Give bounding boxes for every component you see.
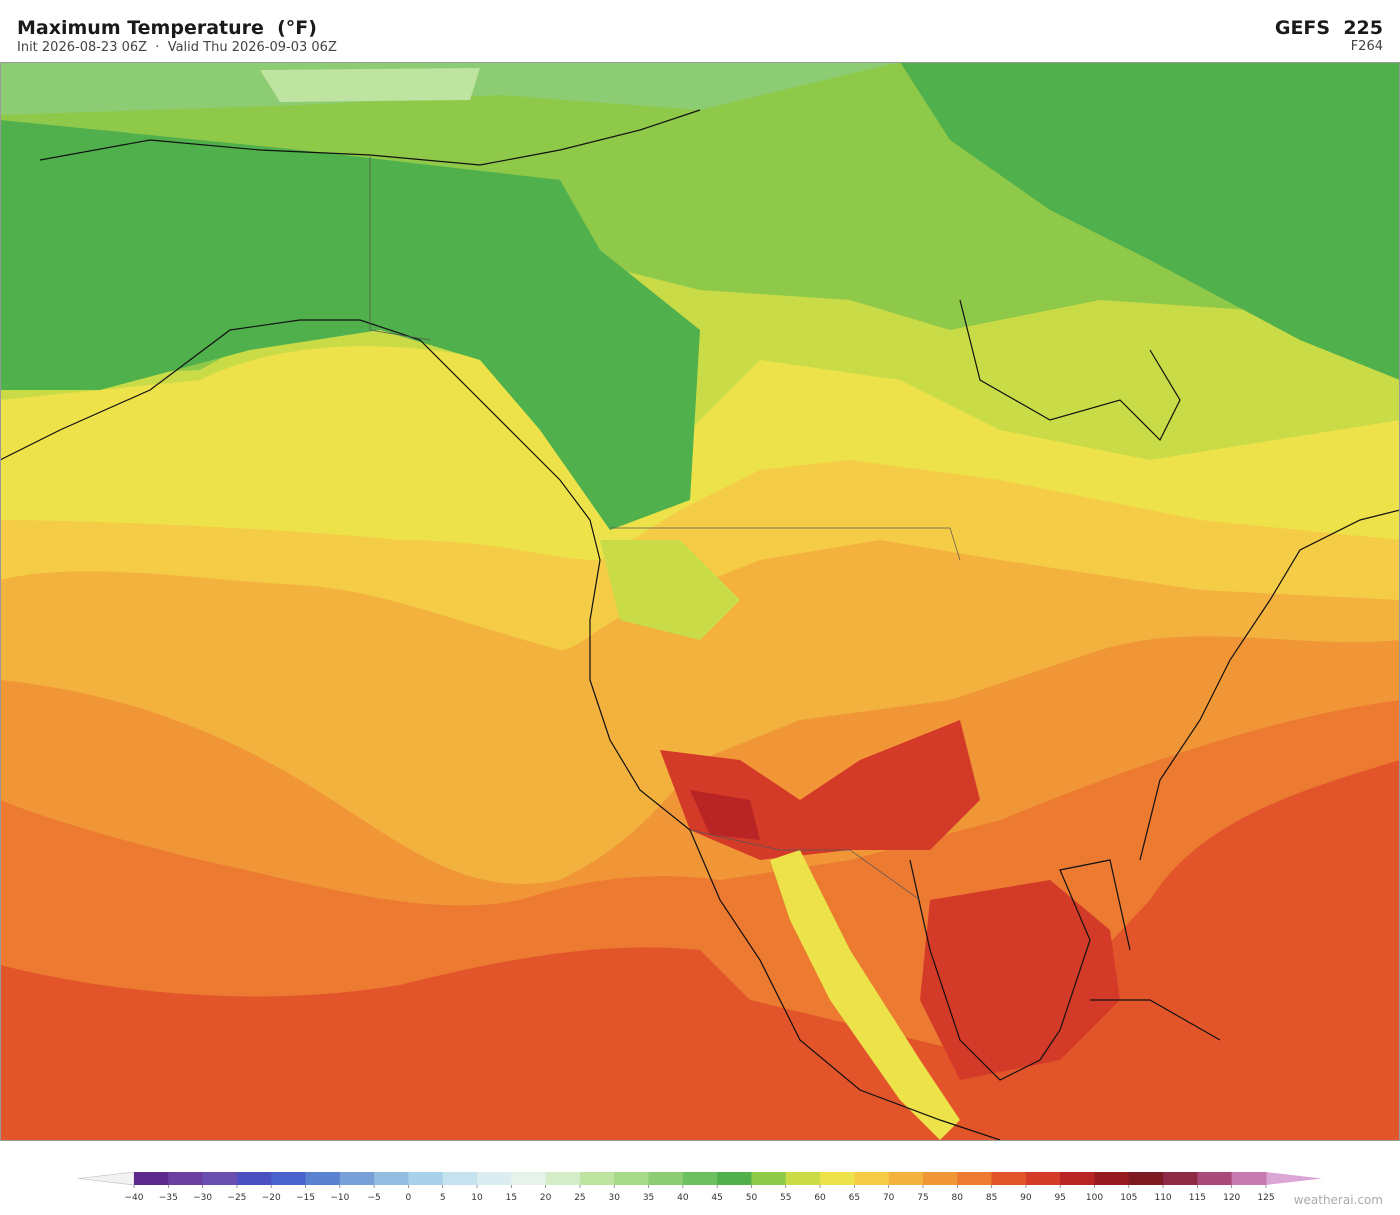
colorbar-tick-label: 100 [1086, 1193, 1103, 1203]
temp-field [260, 68, 480, 102]
colorbar-bin [339, 1172, 375, 1185]
colorbar-bin [1094, 1172, 1130, 1185]
colorbar-bin [991, 1172, 1027, 1185]
colorbar-bin [271, 1172, 307, 1185]
colorbar: −40 −35 −30 −25 −20 −15 −10 −5 0 5 10 15 20 25 30 35 40 4… [77, 1171, 1322, 1203]
forecast-hour: F264 [1351, 39, 1383, 54]
colorbar-tick-label: −10 [330, 1193, 349, 1203]
colorbar-bin [854, 1172, 890, 1185]
colorbar-tick-label: 55 [780, 1193, 791, 1203]
colorbar-tick-label: −35 [159, 1193, 178, 1203]
colorbar-bin [545, 1172, 581, 1185]
colorbar-tick-label: 10 [471, 1193, 483, 1203]
colorbar-under [77, 1171, 135, 1186]
temp-field [920, 880, 1120, 1080]
colorbar-bin [922, 1172, 958, 1185]
colorbar-tick-label: 20 [540, 1193, 552, 1203]
model-label: GEFS 225 [1275, 17, 1383, 39]
colorbar-bin [579, 1172, 615, 1185]
colorbar-bin [1197, 1172, 1233, 1185]
colorbar-bin [236, 1172, 272, 1185]
colorbar-tick-label: −40 [125, 1193, 144, 1203]
colorbar-bin [614, 1172, 650, 1185]
colorbar-bin [1025, 1172, 1061, 1185]
colorbar-tick-label: 50 [746, 1193, 758, 1203]
colorbar-bin [1128, 1172, 1164, 1185]
colorbar-bin [957, 1172, 993, 1185]
colorbar-tick-label: 90 [1020, 1193, 1032, 1203]
colorbar-tick-label: 35 [643, 1193, 654, 1203]
borders [369, 155, 961, 901]
colorbar-tick-label: 85 [986, 1193, 997, 1203]
map-title: Maximum Temperature (°F) [17, 17, 317, 39]
colorbar-tick-label: 15 [506, 1193, 517, 1203]
temp-field [600, 540, 740, 640]
temp-field [690, 790, 760, 840]
colorbar-tick-label: −15 [296, 1193, 315, 1203]
colorbar-tick-label: 5 [440, 1193, 446, 1203]
colorbar-tick-label: 65 [849, 1193, 860, 1203]
colorbar-bin [648, 1172, 684, 1185]
colorbar-bin [442, 1172, 478, 1185]
colorbar-bin [305, 1172, 341, 1185]
colorbar-bin [1060, 1172, 1095, 1185]
colorbar-tick-label: 40 [677, 1193, 689, 1203]
colorbar-tick-label: 45 [711, 1193, 722, 1203]
coastline [0, 109, 1400, 1140]
colorbar-tick-label: 30 [609, 1193, 621, 1203]
colorbar-tick-label: 120 [1223, 1193, 1240, 1203]
colorbar-tick-label: −5 [367, 1193, 380, 1203]
colorbar-bin [477, 1172, 512, 1185]
colorbar-tick-label: 80 [952, 1193, 964, 1203]
colorbar-bin [751, 1172, 787, 1185]
colorbar-bin [717, 1172, 752, 1185]
colorbar-bin [820, 1172, 855, 1185]
colorbar-over [1266, 1172, 1322, 1185]
colorbar-bin [374, 1172, 409, 1185]
colorbar-bin [785, 1172, 821, 1185]
colorbar-bin [168, 1172, 204, 1185]
colorbar-tick-label: 0 [406, 1193, 412, 1203]
colorbar-tick-label: −20 [262, 1193, 281, 1203]
watermark: weatherai.com [1294, 1193, 1383, 1207]
temp-field [770, 850, 960, 1140]
colorbar-tick-label: 115 [1189, 1193, 1206, 1203]
map-subtitle: Init 2026-08-23 06Z · Valid Thu 2026-09-… [17, 40, 337, 55]
colorbar-bin [682, 1172, 718, 1185]
colorbar-bin [1231, 1172, 1267, 1185]
colorbar-tick-label: −25 [227, 1193, 246, 1203]
colorbar-tick-label: 125 [1257, 1193, 1274, 1203]
colorbar-tick-label: 95 [1054, 1193, 1065, 1203]
colorbar-bin [202, 1172, 238, 1185]
colorbar-tick-label: 25 [574, 1193, 585, 1203]
colorbar-bin [134, 1172, 169, 1185]
temp-field [900, 62, 1400, 380]
colorbar-bin [1163, 1172, 1198, 1185]
colorbar-tick-label: 75 [917, 1193, 928, 1203]
colorbar-tick-label: 70 [883, 1193, 895, 1203]
colorbar-bin [888, 1172, 924, 1185]
colorbar-bin [408, 1172, 444, 1185]
colorbar-bin [511, 1172, 547, 1185]
colorbar-tick-label: 60 [814, 1193, 826, 1203]
colorbar-tick-label: −30 [193, 1193, 212, 1203]
colorbar-tick-label: 110 [1154, 1193, 1171, 1203]
temp-field [0, 120, 700, 530]
colorbar-tick-label: 105 [1120, 1193, 1137, 1203]
map [0, 62, 1400, 1140]
